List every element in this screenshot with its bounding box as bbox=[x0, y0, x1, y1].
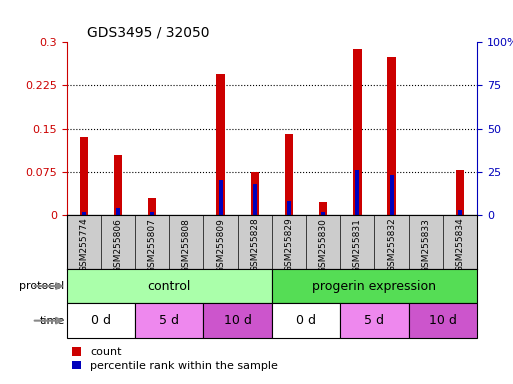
Text: GSM255808: GSM255808 bbox=[182, 218, 191, 273]
Bar bbox=[250, 172, 259, 215]
Bar bbox=[458, 210, 462, 215]
Text: GSM255809: GSM255809 bbox=[216, 218, 225, 273]
Bar bbox=[114, 155, 122, 215]
Bar bbox=[319, 202, 327, 215]
Text: GSM255831: GSM255831 bbox=[353, 218, 362, 273]
Bar bbox=[285, 134, 293, 215]
Legend: count, percentile rank within the sample: count, percentile rank within the sample bbox=[72, 347, 278, 371]
Bar bbox=[80, 137, 88, 215]
Bar bbox=[272, 269, 477, 303]
Bar bbox=[272, 303, 340, 338]
Bar bbox=[456, 170, 464, 215]
Bar bbox=[353, 49, 362, 215]
Text: GSM255774: GSM255774 bbox=[80, 218, 88, 273]
Bar bbox=[389, 175, 393, 215]
Text: 5 d: 5 d bbox=[160, 314, 179, 327]
Bar bbox=[321, 212, 325, 215]
Text: 5 d: 5 d bbox=[365, 314, 384, 327]
Bar bbox=[253, 184, 257, 215]
Text: GSM255828: GSM255828 bbox=[250, 218, 259, 273]
Text: GSM255834: GSM255834 bbox=[456, 218, 464, 273]
Text: protocol: protocol bbox=[19, 281, 65, 291]
Bar bbox=[216, 74, 225, 215]
Bar bbox=[148, 198, 156, 215]
Bar bbox=[67, 303, 135, 338]
Text: progerin expression: progerin expression bbox=[312, 280, 437, 293]
Text: GSM255830: GSM255830 bbox=[319, 218, 328, 273]
Text: control: control bbox=[148, 280, 191, 293]
Text: GSM255806: GSM255806 bbox=[113, 218, 123, 273]
Text: GSM255829: GSM255829 bbox=[285, 218, 293, 273]
Bar bbox=[67, 269, 272, 303]
Text: GDS3495 / 32050: GDS3495 / 32050 bbox=[87, 26, 210, 40]
Bar bbox=[287, 201, 291, 215]
Text: 0 d: 0 d bbox=[91, 314, 111, 327]
Text: GSM255807: GSM255807 bbox=[148, 218, 156, 273]
Bar bbox=[135, 303, 204, 338]
Bar bbox=[409, 303, 477, 338]
Text: 10 d: 10 d bbox=[429, 314, 457, 327]
Bar bbox=[150, 212, 154, 215]
Bar bbox=[340, 303, 409, 338]
Bar bbox=[82, 212, 86, 215]
Text: GSM255832: GSM255832 bbox=[387, 218, 396, 273]
Text: time: time bbox=[40, 316, 65, 326]
Text: 0 d: 0 d bbox=[296, 314, 316, 327]
Text: GSM255833: GSM255833 bbox=[421, 218, 430, 273]
Bar bbox=[204, 303, 272, 338]
Bar bbox=[387, 56, 396, 215]
Bar bbox=[116, 208, 120, 215]
Bar bbox=[356, 170, 360, 215]
Bar bbox=[219, 180, 223, 215]
Text: 10 d: 10 d bbox=[224, 314, 252, 327]
